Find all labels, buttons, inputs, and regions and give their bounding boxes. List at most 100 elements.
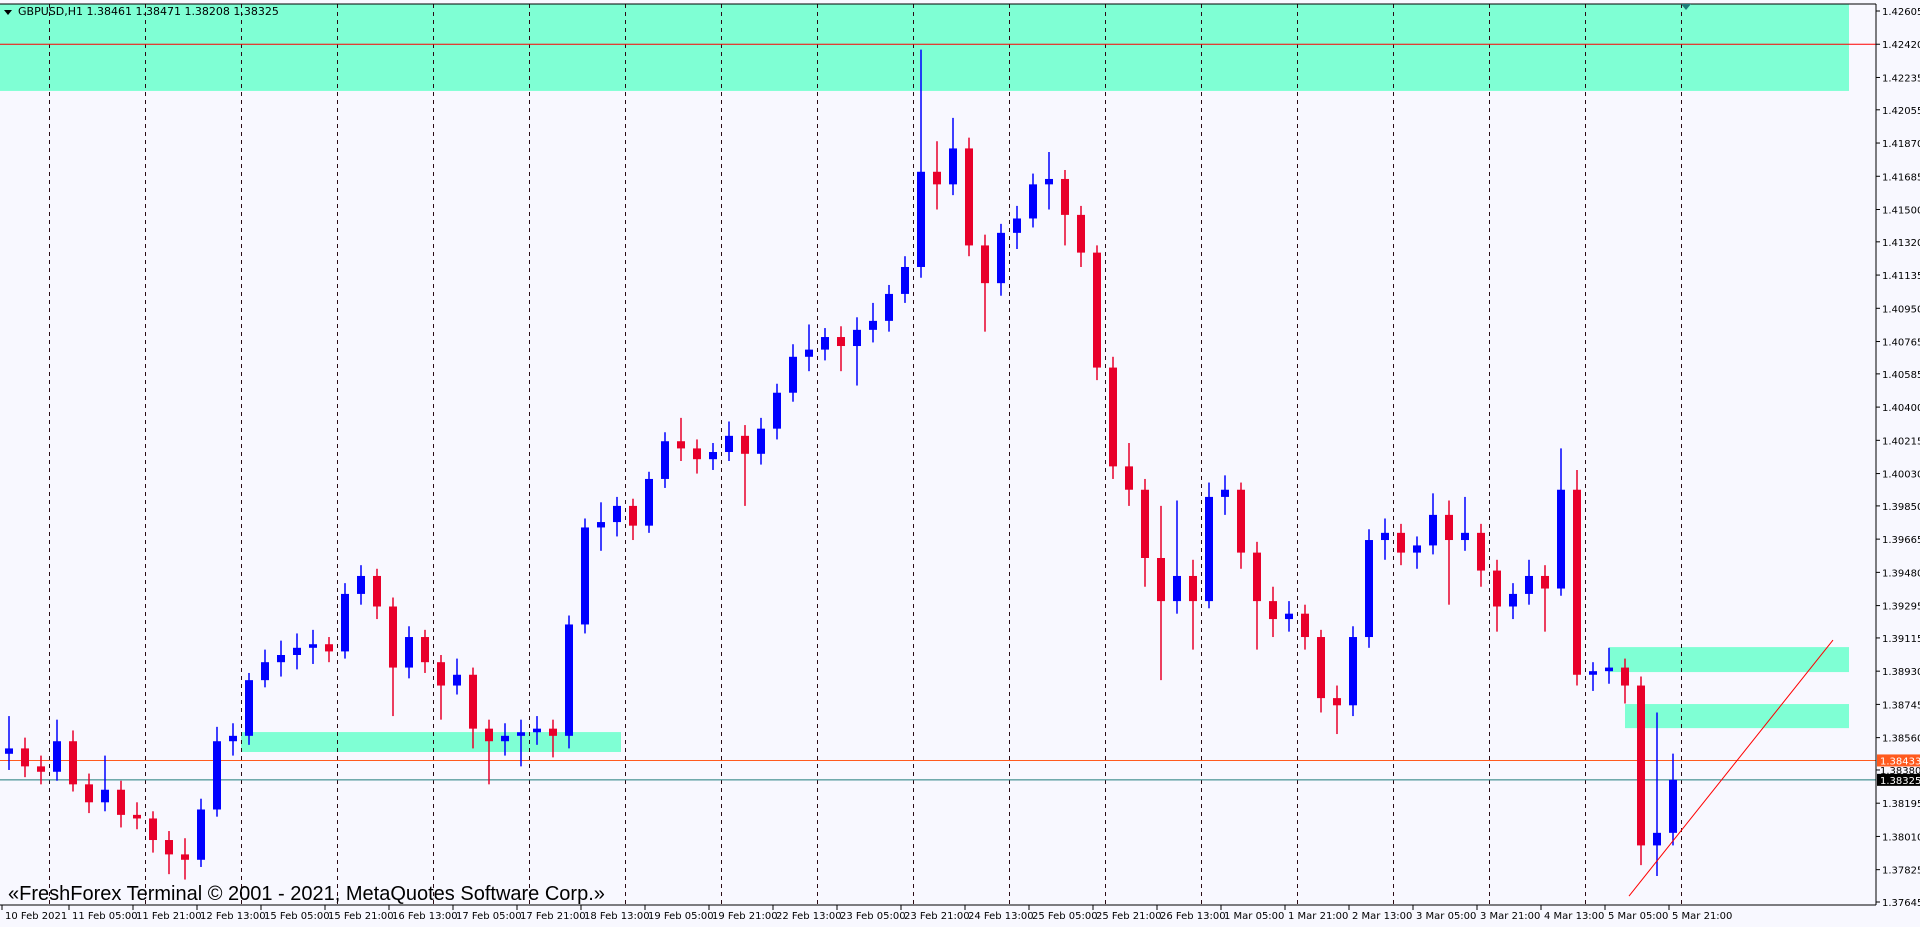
price-tick-label: 1.41500 <box>1882 205 1920 216</box>
candle-body <box>725 435 733 453</box>
candle-body <box>709 452 717 460</box>
bid-price-label: 1.38433 <box>1880 756 1920 767</box>
candle-body <box>309 644 317 648</box>
candle-body <box>1125 466 1133 490</box>
symbol-menu-triangle-icon[interactable] <box>4 10 12 15</box>
candle-body <box>261 662 269 681</box>
candle-body <box>357 575 365 594</box>
time-tick-label: 5 Mar 05:00 <box>1608 911 1668 922</box>
candle-body <box>1573 489 1581 675</box>
candle-body <box>965 148 973 246</box>
price-tick-label: 1.39665 <box>1882 535 1920 546</box>
candle-body <box>293 647 301 655</box>
candle-body <box>981 245 989 284</box>
candle-body <box>1269 601 1277 620</box>
candle-body <box>1045 178 1053 185</box>
candle-body <box>1285 613 1293 620</box>
candle-body <box>677 441 685 449</box>
supply-demand-zone <box>1625 704 1849 729</box>
candle-body <box>1477 532 1485 571</box>
time-tick-label: 26 Feb 13:00 <box>1160 911 1226 922</box>
time-tick-label: 5 Mar 21:00 <box>1672 911 1732 922</box>
candle-body <box>853 329 861 347</box>
candle-body <box>453 674 461 686</box>
supply-demand-zone <box>241 732 621 753</box>
price-tick-label: 1.39850 <box>1882 502 1920 513</box>
candle-body <box>1413 545 1421 553</box>
candle-body <box>661 441 669 479</box>
candle-body <box>741 435 749 454</box>
candle-body <box>917 171 925 267</box>
supply-demand-zone <box>0 4 1849 91</box>
candle-body <box>85 784 93 803</box>
candle-body <box>821 337 829 350</box>
terminal-watermark: «FreshForex Terminal © 2001 - 2021, Meta… <box>8 883 605 905</box>
candle-body <box>645 478 653 526</box>
chart-header: GBPUSD,H1 1.38461 1.38471 1.38208 1.3832… <box>18 5 279 18</box>
bid-price-badge <box>1877 754 1920 767</box>
time-tick-label: 2 Mar 13:00 <box>1352 911 1412 922</box>
candle-body <box>485 728 493 742</box>
candle-body <box>885 293 893 321</box>
candle-body <box>37 766 45 772</box>
candle-body <box>341 593 349 652</box>
price-tick-label: 1.38745 <box>1882 700 1920 711</box>
time-tick-label: 4 Mar 13:00 <box>1544 911 1604 922</box>
candle-body <box>1557 489 1565 589</box>
price-tick-label: 1.40215 <box>1882 436 1920 447</box>
price-tick-label: 1.40765 <box>1882 338 1920 349</box>
candle-body <box>53 741 61 772</box>
time-tick-label: 3 Mar 21:00 <box>1480 911 1540 922</box>
price-tick-label: 1.41685 <box>1882 172 1920 183</box>
candle-body <box>1221 489 1229 497</box>
candle-body <box>5 748 13 754</box>
candle-body <box>805 349 813 357</box>
candle-body <box>69 741 77 785</box>
candle-body <box>1061 178 1069 215</box>
price-tick-label: 1.38930 <box>1882 667 1920 678</box>
last-price-label: 1.38325 <box>1880 776 1920 787</box>
price-tick-label: 1.40950 <box>1882 304 1920 315</box>
candle-body <box>1541 575 1549 589</box>
candle-body <box>1013 218 1021 233</box>
price-tick-label: 1.41870 <box>1882 139 1920 150</box>
candle-body <box>1365 540 1373 638</box>
candle-body <box>1509 593 1517 607</box>
price-tick-label: 1.40030 <box>1882 470 1920 481</box>
time-tick-label: 25 Feb 21:00 <box>1096 911 1162 922</box>
candle-body <box>1381 532 1389 541</box>
time-tick-label: 23 Feb 21:00 <box>904 911 970 922</box>
candle-body <box>1093 252 1101 368</box>
candle-body <box>1333 698 1341 706</box>
candle-body <box>1237 489 1245 553</box>
time-tick-label: 11 Feb 05:00 <box>72 911 138 922</box>
candle-body <box>517 732 525 736</box>
candle-body <box>789 356 797 393</box>
candle-body <box>389 606 397 668</box>
candle-body <box>1429 514 1437 546</box>
candle-body <box>693 448 701 460</box>
candle-body <box>469 674 477 729</box>
time-tick-label: 12 Feb 13:00 <box>200 911 266 922</box>
candle-body <box>405 637 413 668</box>
candle-body <box>133 814 141 819</box>
candle-body <box>181 854 189 860</box>
candle-body <box>837 337 845 347</box>
price-tick-label: 1.38010 <box>1882 832 1920 843</box>
price-tick-label: 1.39115 <box>1882 634 1920 645</box>
candle-body <box>1301 613 1309 638</box>
price-tick-label: 1.40585 <box>1882 370 1920 381</box>
candle-body <box>1077 214 1085 253</box>
candle-body <box>213 741 221 810</box>
price-tick-label: 1.38560 <box>1882 734 1920 745</box>
candle-body <box>101 789 109 803</box>
candle-body <box>229 735 237 742</box>
candle-body <box>1205 496 1213 602</box>
chart-shift-marker-icon[interactable] <box>1681 4 1691 10</box>
candle-body <box>149 818 157 841</box>
time-tick-label: 19 Feb 21:00 <box>712 911 778 922</box>
candle-body <box>1525 575 1533 594</box>
candle-body <box>1173 575 1181 602</box>
